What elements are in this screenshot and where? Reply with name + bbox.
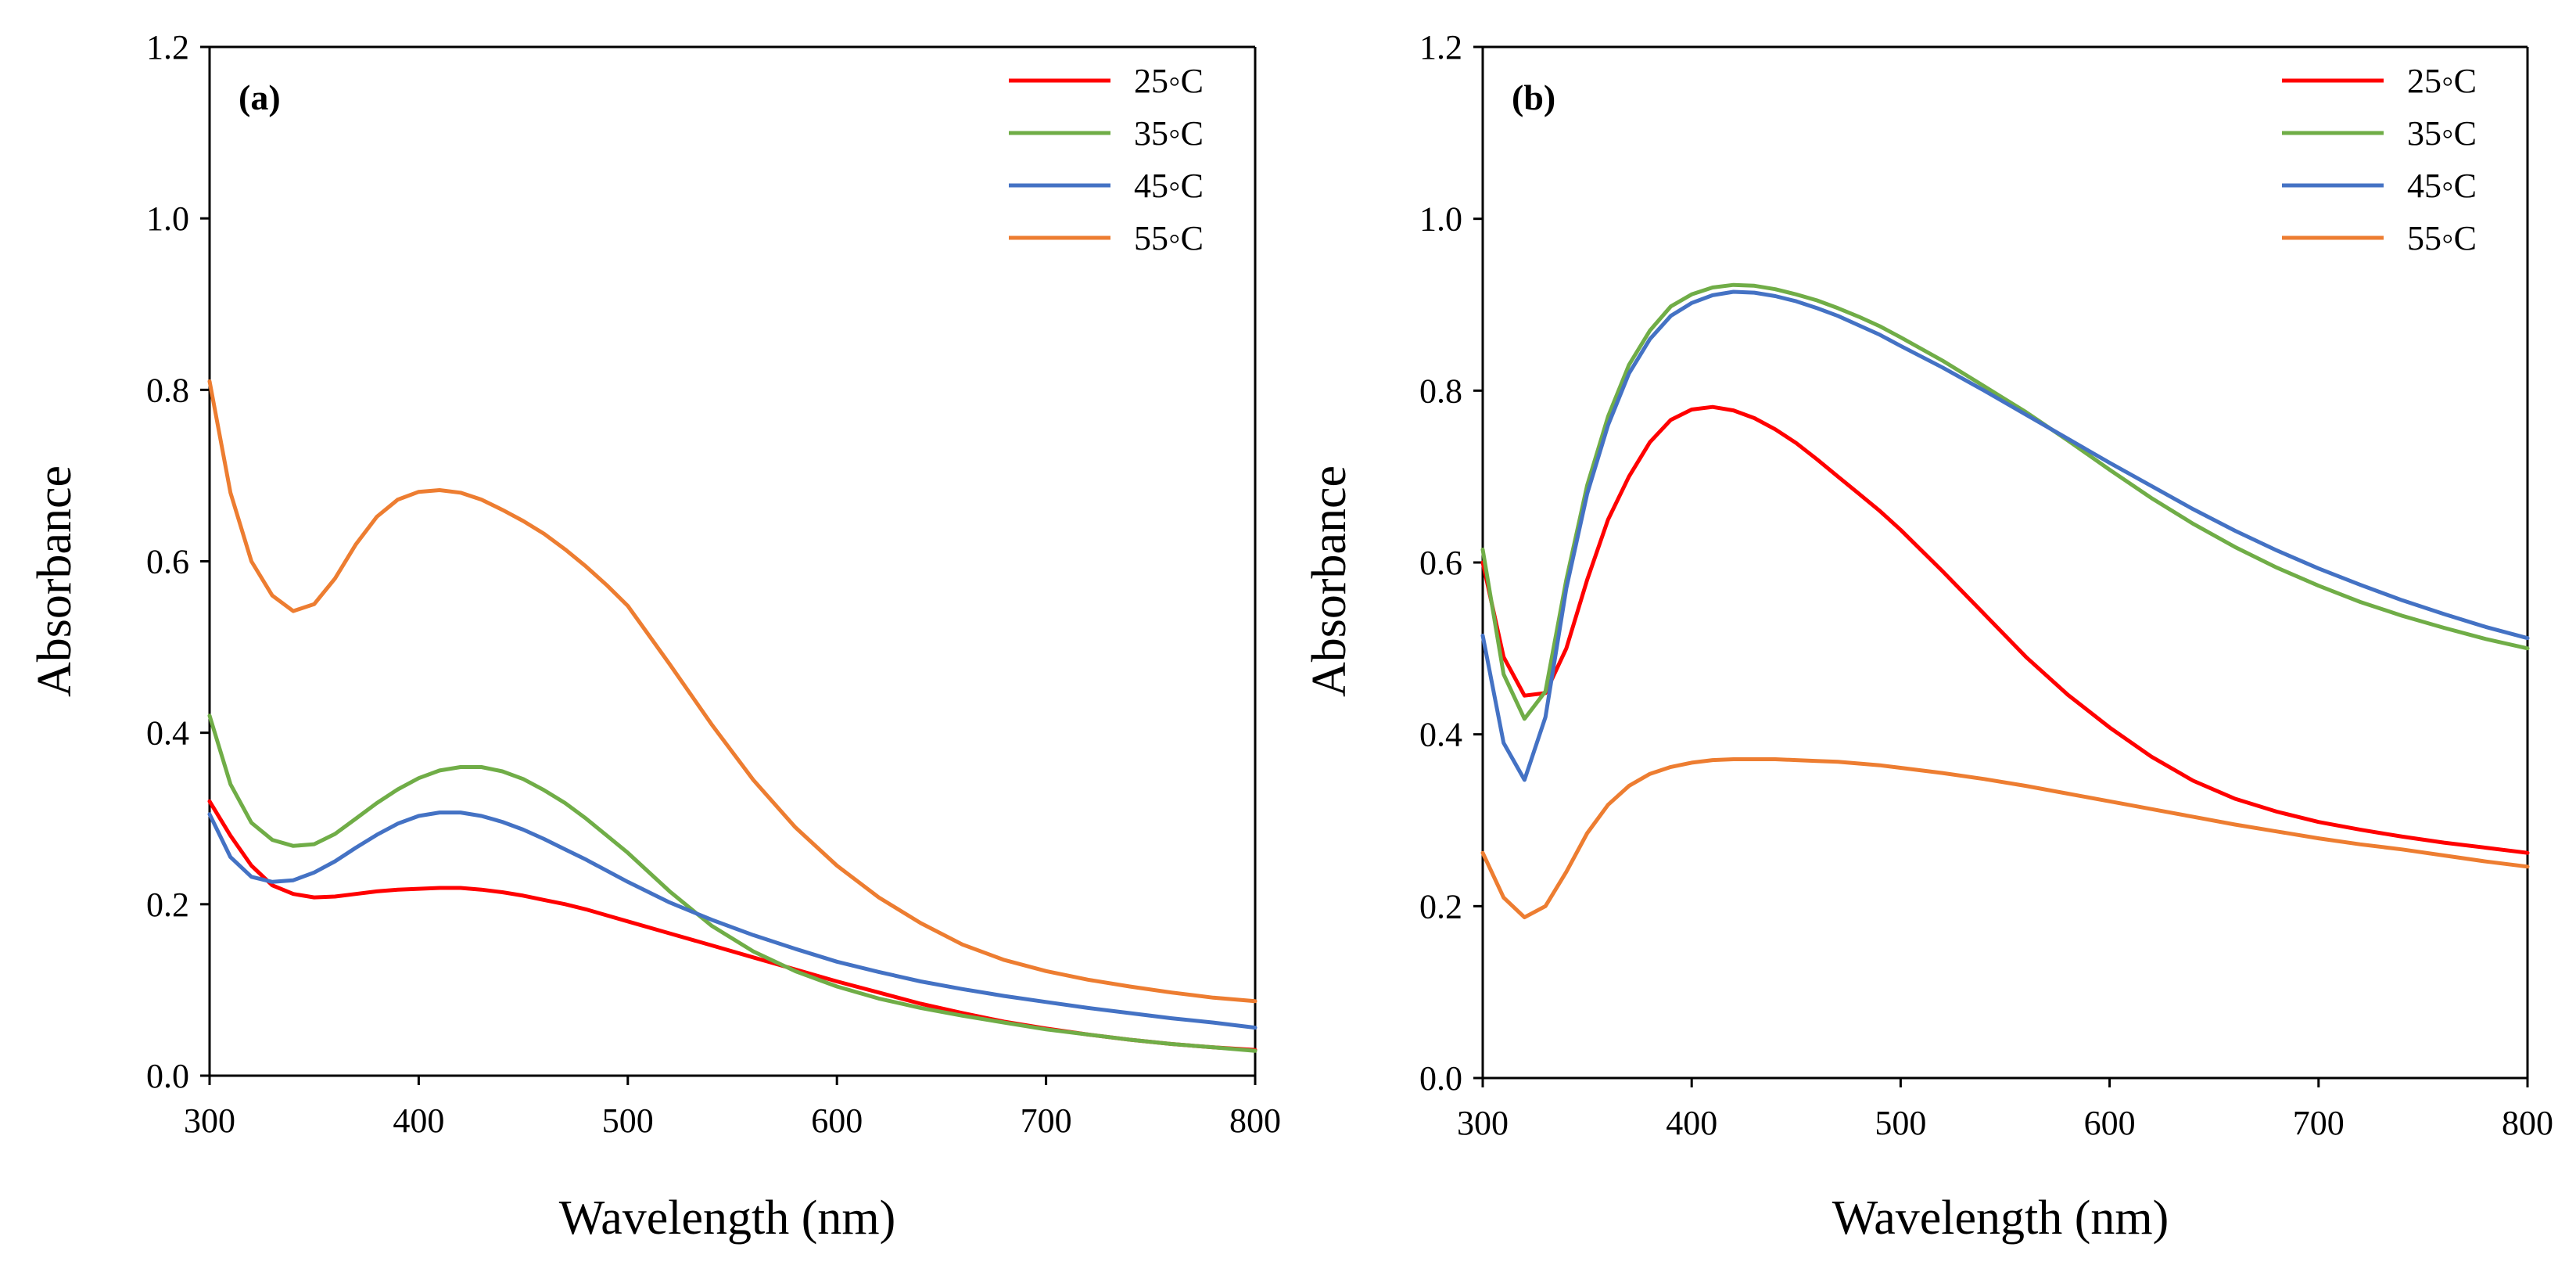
series-line-1 xyxy=(207,713,1258,1053)
x-axis-title: Wavelength (nm) xyxy=(1832,1191,2169,1245)
y-tick-label: 0.0 xyxy=(146,1057,189,1095)
x-tick-label: 500 xyxy=(1875,1104,1926,1142)
legend-label: 45◦C xyxy=(1134,167,1204,205)
y-tick-label: 0.0 xyxy=(1419,1059,1462,1098)
y-tick-label: 0.4 xyxy=(146,714,189,753)
panel-label: (b) xyxy=(1512,77,1555,117)
x-tick-label: 300 xyxy=(184,1101,235,1140)
legend-label: 55◦C xyxy=(1134,219,1204,257)
x-tick-label: 600 xyxy=(2084,1104,2136,1142)
legend-label: 55◦C xyxy=(2407,219,2477,257)
y-tick-label: 0.8 xyxy=(1419,372,1462,410)
y-axis-title: Absorbance xyxy=(28,465,81,697)
y-tick-label: 0.4 xyxy=(1419,716,1462,754)
y-tick-label: 1.0 xyxy=(146,199,189,238)
panel-label: (a) xyxy=(239,77,281,117)
x-tick-label: 300 xyxy=(1457,1104,1509,1142)
series-line-2 xyxy=(207,810,1258,1030)
x-tick-label: 700 xyxy=(2293,1104,2345,1142)
x-tick-label: 600 xyxy=(811,1101,863,1140)
series-line-0 xyxy=(1480,404,2530,855)
legend-label: 25◦C xyxy=(1134,62,1204,100)
y-tick-label: 0.6 xyxy=(146,543,189,581)
y-tick-label: 0.2 xyxy=(1419,887,1462,925)
x-axis-title: Wavelength (nm) xyxy=(559,1191,896,1245)
y-tick-label: 1.2 xyxy=(1419,28,1462,66)
series-line-1 xyxy=(1480,282,2530,721)
legend-label: 35◦C xyxy=(2407,114,2477,153)
y-tick-label: 0.2 xyxy=(146,886,189,924)
legend-label: 45◦C xyxy=(2407,167,2477,205)
series-line-3 xyxy=(207,379,1258,1004)
x-tick-label: 400 xyxy=(1666,1104,1717,1142)
x-tick-label: 800 xyxy=(2502,1104,2553,1142)
y-tick-label: 0.8 xyxy=(146,371,189,409)
y-axis-title: Absorbance xyxy=(1303,465,1356,697)
x-tick-label: 400 xyxy=(393,1101,444,1140)
panel-b: (b) Absorbance Wavelength (nm) 300 400 500… xyxy=(1303,28,2553,1245)
y-tick-label: 1.0 xyxy=(1419,200,1462,239)
legend-label: 25◦C xyxy=(2407,62,2477,100)
x-tick-label: 800 xyxy=(1229,1101,1281,1140)
y-tick-label: 1.2 xyxy=(146,28,189,66)
x-tick-label: 700 xyxy=(1021,1101,1072,1140)
series-line-2 xyxy=(1480,289,2530,782)
series-line-3 xyxy=(1480,757,2530,920)
panel-a: (a) Absorbance Wavelength (nm) 300 400 500… xyxy=(28,28,1281,1245)
legend-label: 35◦C xyxy=(1134,114,1204,153)
y-tick-label: 0.6 xyxy=(1419,544,1462,582)
x-tick-label: 500 xyxy=(602,1101,654,1140)
